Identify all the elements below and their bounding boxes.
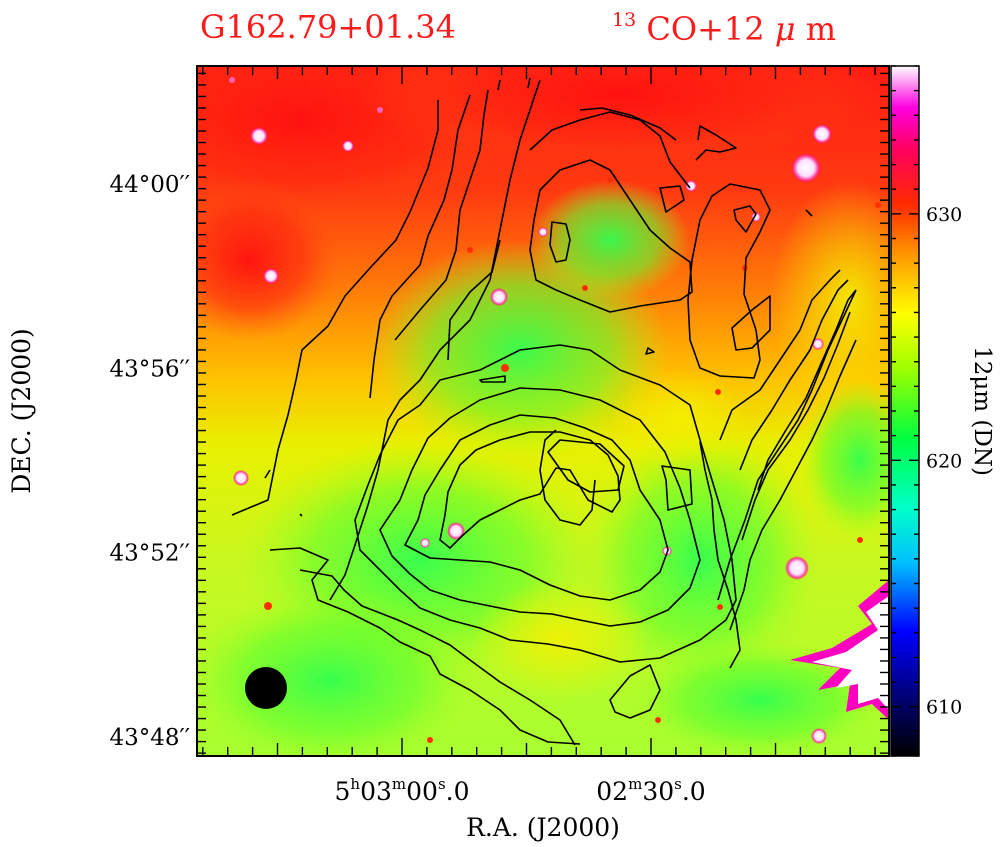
subtitle-superscript: 13 <box>612 9 636 31</box>
y-tick-label: 43°48′′ <box>110 725 190 751</box>
chart-subtitle: 13 CO+12 μ m <box>612 0 836 48</box>
y-tick-label: 43°56′′ <box>110 356 190 382</box>
subtitle-mu: μ <box>775 10 796 48</box>
y-tick-label: 43°52′′ <box>110 541 190 567</box>
colorbar-tick-label: 610 <box>926 697 962 719</box>
image-frame <box>196 65 890 757</box>
image-panel <box>197 66 889 756</box>
x-tick-label: 02m30s.0 <box>596 775 705 806</box>
colorbar: 610 620 630 12μm (DN) <box>890 65 995 757</box>
colorbar-label: 12μm (DN) <box>969 346 995 476</box>
stars <box>229 77 881 744</box>
chart-title: G162.79+01.34 <box>200 8 456 46</box>
subtitle-main: CO+12 <box>646 10 764 48</box>
colorbar-ticks <box>891 65 919 757</box>
colorbar-tick-label: 630 <box>926 204 962 226</box>
y-tick-label: 44°00′′ <box>110 172 190 198</box>
colorbar-tick-label: 620 <box>926 450 962 472</box>
beam-marker <box>245 667 287 709</box>
subtitle-tail: m <box>806 10 836 48</box>
x-tick-label: 5h03m00s.0 <box>335 775 470 806</box>
co-contours <box>231 77 857 746</box>
y-tick-labels: 44°00′′ 43°56′′ 43°52′′ 43°48′′ <box>110 172 190 751</box>
colorbar-tick-labels: 610 620 630 <box>926 204 962 719</box>
y-axis-label: DEC. (J2000) <box>7 328 36 494</box>
x-tick-labels: 5h03m00s.0 02m30s.0 <box>335 775 706 806</box>
x-axis-label: R.A. (J2000) <box>466 813 620 842</box>
axis-ticks <box>197 66 889 756</box>
